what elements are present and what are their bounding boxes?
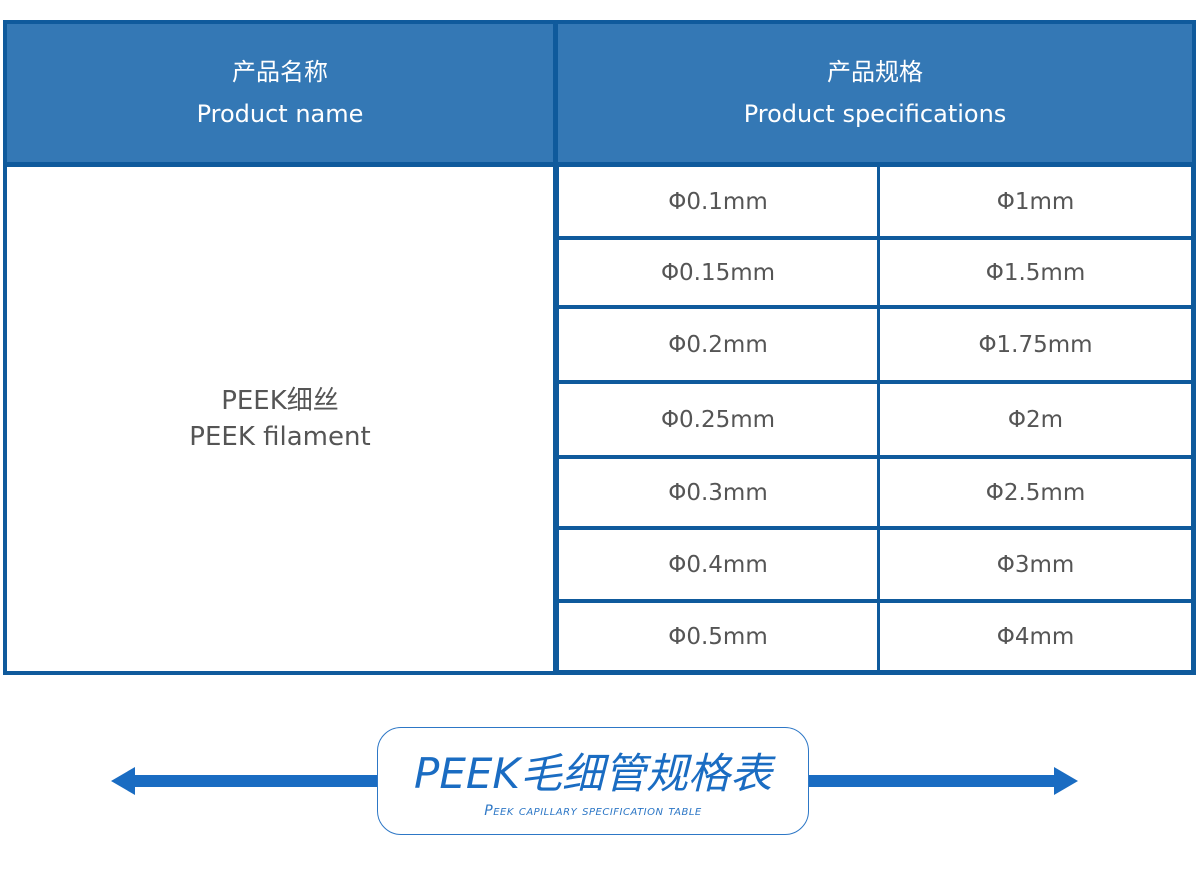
- spec-cell: Φ4mm: [880, 603, 1191, 670]
- spec-cell: Φ0.2mm: [559, 309, 877, 380]
- spec-cell: Φ2.5mm: [880, 459, 1191, 526]
- header-spec-zh: 产品规格: [827, 58, 923, 86]
- right-arrow-head-icon: [1054, 767, 1078, 795]
- banner-subtitle: Peek capillary specification table: [484, 803, 702, 819]
- header-name-en: Product name: [196, 100, 364, 128]
- product-name-zh: PEEK细丝: [221, 386, 339, 416]
- left-arrow: [130, 775, 380, 787]
- spec-table: 产品名称 Product name 产品规格 Product specifica…: [3, 20, 1196, 675]
- product-name-en: PEEK filament: [189, 422, 371, 452]
- header-product-name: 产品名称 Product name: [7, 24, 553, 162]
- spec-cell: Φ0.1mm: [559, 167, 877, 236]
- header-product-spec: 产品规格 Product specifications: [558, 24, 1192, 162]
- spec-cell: Φ1mm: [880, 167, 1191, 236]
- spec-cell: Φ2m: [880, 384, 1191, 455]
- spec-cell: Φ0.5mm: [559, 603, 877, 670]
- spec-cell: Φ0.3mm: [559, 459, 877, 526]
- spec-cell: Φ0.4mm: [559, 530, 877, 599]
- banner-title: PEEK毛细管规格表: [414, 749, 772, 798]
- spec-cell: Φ3mm: [880, 530, 1191, 599]
- right-arrow: [808, 775, 1058, 787]
- header-name-zh: 产品名称: [232, 58, 328, 86]
- spec-cell: Φ1.5mm: [880, 240, 1191, 305]
- left-arrow-head-icon: [111, 767, 135, 795]
- product-name-cell: PEEK细丝 PEEK filament: [7, 167, 553, 671]
- title-banner: PEEK毛细管规格表 Peek capillary specification …: [377, 727, 809, 835]
- spec-cell: Φ0.25mm: [559, 384, 877, 455]
- spec-cell: Φ0.15mm: [559, 240, 877, 305]
- header-spec-en: Product specifications: [743, 100, 1007, 128]
- spec-cell: Φ1.75mm: [880, 309, 1191, 380]
